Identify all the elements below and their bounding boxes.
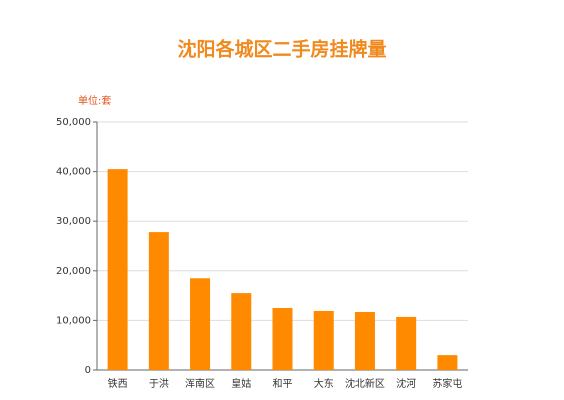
y-tick-label: 10,000	[56, 315, 91, 326]
bar	[313, 310, 334, 370]
y-tick-label: 40,000	[56, 167, 91, 178]
x-tick-label: 和平	[273, 378, 293, 390]
bar	[148, 232, 169, 370]
bar	[190, 278, 211, 370]
x-tick-label: 沈北新区	[345, 377, 385, 390]
x-tick-label: 浑南区	[185, 377, 215, 390]
y-tick-label: 20,000	[56, 266, 91, 277]
x-tick-label: 苏家屯	[432, 377, 462, 390]
x-tick-label: 大东	[314, 377, 334, 390]
x-tick-label: 于洪	[149, 378, 169, 390]
y-tick-label: 0	[85, 365, 91, 376]
x-tick-label: 沈河	[396, 377, 416, 390]
bar	[272, 308, 293, 370]
x-tick-label: 铁西	[108, 377, 128, 390]
y-tick-label: 30,000	[56, 216, 91, 227]
y-unit-label: 单位:套	[78, 94, 111, 107]
x-tick-label: 皇姑	[231, 377, 251, 390]
bar	[437, 355, 458, 370]
bar	[107, 169, 128, 370]
chart-title: 沈阳各城区二手房挂牌量	[177, 38, 386, 61]
y-tick-label: 50,000	[56, 117, 91, 128]
bar	[354, 311, 375, 370]
bar	[231, 293, 252, 370]
bar	[396, 316, 417, 370]
